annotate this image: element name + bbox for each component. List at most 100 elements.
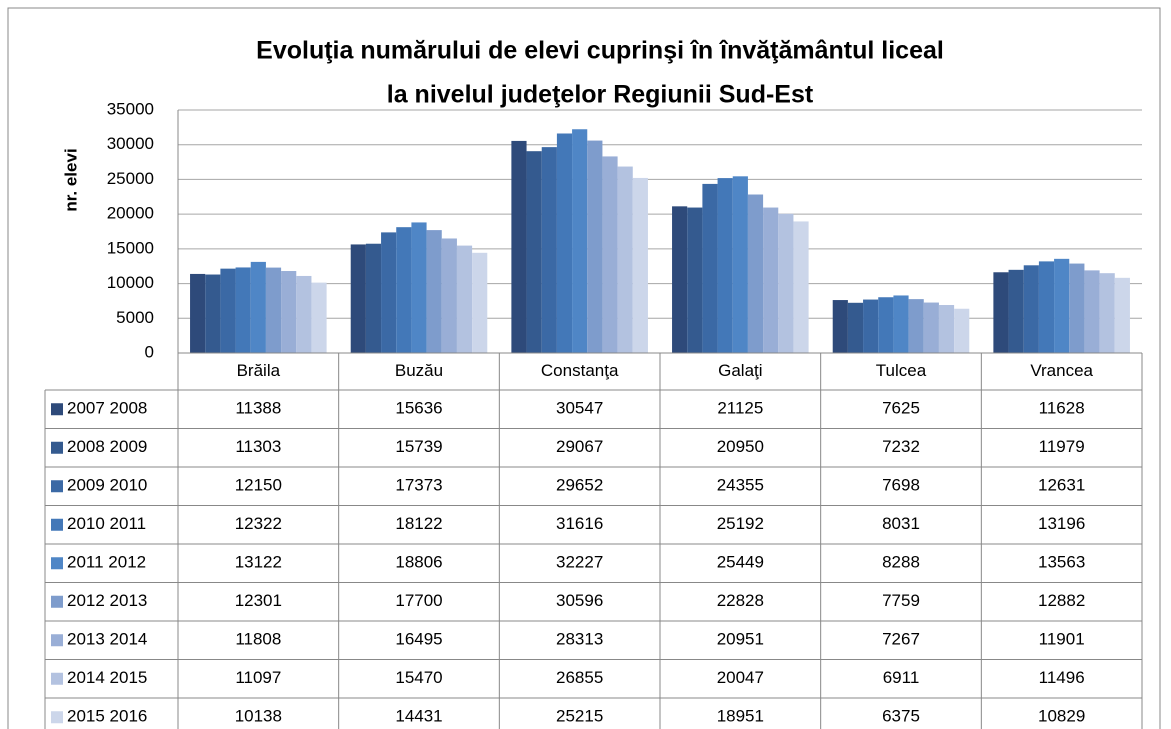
bar bbox=[687, 207, 703, 353]
bar bbox=[878, 297, 894, 353]
legend-label: 2012 2013 bbox=[67, 591, 147, 610]
bar bbox=[205, 274, 221, 353]
table-value: 22828 bbox=[717, 591, 764, 610]
table-value: 29067 bbox=[556, 437, 603, 456]
category-label: Galaţi bbox=[718, 361, 762, 380]
bar bbox=[632, 177, 648, 353]
table-value: 13563 bbox=[1038, 553, 1085, 572]
table-value: 20950 bbox=[717, 437, 764, 456]
table-value: 10138 bbox=[235, 707, 282, 726]
bar bbox=[1114, 277, 1130, 353]
bar bbox=[732, 176, 748, 353]
y-tick-label: 5000 bbox=[116, 308, 154, 327]
legend-key bbox=[51, 595, 63, 608]
legend-key bbox=[51, 441, 63, 454]
bar bbox=[847, 302, 864, 353]
table-value: 11496 bbox=[1039, 668, 1085, 687]
y-tick-label: 0 bbox=[145, 342, 154, 361]
bar bbox=[763, 207, 779, 353]
table-value: 15470 bbox=[395, 668, 442, 687]
bar bbox=[863, 299, 879, 353]
table-value: 28313 bbox=[556, 630, 603, 649]
bar bbox=[311, 282, 327, 353]
table-value: 24355 bbox=[717, 476, 764, 495]
bar bbox=[747, 194, 764, 353]
chart-title: Evoluţia numărului de elevi cuprinşi în … bbox=[256, 37, 944, 65]
legend-key bbox=[51, 711, 63, 724]
table-value: 31616 bbox=[556, 514, 603, 533]
table-value: 7232 bbox=[882, 437, 920, 456]
table-value: 7267 bbox=[882, 630, 920, 649]
bar bbox=[365, 243, 382, 353]
legend-key bbox=[51, 557, 63, 570]
bar bbox=[411, 222, 427, 353]
bar bbox=[381, 232, 397, 353]
legend-key bbox=[51, 634, 63, 647]
table-value: 16495 bbox=[395, 630, 442, 649]
legend-label: 2015 2016 bbox=[67, 707, 147, 726]
table-value: 25215 bbox=[556, 707, 603, 726]
table-value: 11808 bbox=[235, 630, 281, 649]
table-value: 7625 bbox=[882, 399, 920, 418]
bar bbox=[190, 273, 206, 353]
bar bbox=[235, 267, 251, 353]
bar bbox=[923, 302, 939, 353]
legend-key bbox=[51, 480, 63, 493]
table-value: 11901 bbox=[1039, 630, 1085, 649]
y-tick-label: 15000 bbox=[107, 238, 154, 257]
table-value: 18951 bbox=[717, 707, 764, 726]
y-tick-label: 20000 bbox=[107, 204, 154, 223]
bar bbox=[1054, 258, 1070, 353]
chart-border bbox=[7, 7, 1161, 729]
table-value: 30596 bbox=[556, 591, 603, 610]
bar bbox=[617, 166, 633, 353]
table-value: 15636 bbox=[395, 399, 442, 418]
bar bbox=[572, 129, 588, 353]
bar bbox=[908, 299, 924, 353]
legend-label: 2013 2014 bbox=[67, 630, 147, 649]
table-value: 11097 bbox=[235, 668, 281, 687]
table-value: 20951 bbox=[717, 630, 764, 649]
legend-key bbox=[51, 403, 63, 416]
y-axis-label: nr. elevi bbox=[61, 148, 80, 211]
bar bbox=[893, 295, 909, 353]
table-value: 17700 bbox=[395, 591, 442, 610]
bar bbox=[702, 183, 718, 353]
table-value: 11388 bbox=[235, 399, 281, 418]
bar bbox=[396, 227, 412, 353]
legend-label: 2010 2011 bbox=[67, 514, 146, 533]
table-value: 12631 bbox=[1038, 476, 1085, 495]
y-tick-label: 35000 bbox=[107, 99, 154, 118]
legend-label: 2014 2015 bbox=[67, 668, 147, 687]
bar bbox=[426, 230, 442, 353]
table-value: 32227 bbox=[556, 553, 603, 572]
bar bbox=[832, 300, 848, 353]
category-label: Brăila bbox=[237, 361, 281, 380]
table-value: 12150 bbox=[235, 476, 282, 495]
bar bbox=[250, 261, 266, 353]
table-value: 6911 bbox=[883, 668, 920, 687]
table-value: 13196 bbox=[1038, 514, 1085, 533]
table-value: 12322 bbox=[235, 514, 282, 533]
table-value: 7759 bbox=[882, 591, 920, 610]
legend-label: 2009 2010 bbox=[67, 476, 147, 495]
bar bbox=[602, 156, 618, 353]
bar bbox=[793, 221, 809, 353]
bar bbox=[556, 133, 573, 353]
bar bbox=[938, 305, 955, 353]
table-value: 11628 bbox=[1039, 399, 1085, 418]
table-value: 14431 bbox=[395, 707, 442, 726]
bar bbox=[1023, 265, 1039, 353]
table-value: 8031 bbox=[882, 514, 920, 533]
table-value: 11303 bbox=[235, 437, 281, 456]
chart-title: la nivelul judeţelor Regiunii Sud-Est bbox=[387, 81, 814, 109]
bar bbox=[441, 238, 457, 353]
legend-label: 2008 2009 bbox=[67, 437, 147, 456]
table-value: 13122 bbox=[235, 553, 282, 572]
table-value: 15739 bbox=[395, 437, 442, 456]
bar bbox=[456, 245, 473, 353]
bar bbox=[281, 271, 297, 353]
legend-key bbox=[51, 672, 63, 685]
bar bbox=[778, 213, 794, 353]
